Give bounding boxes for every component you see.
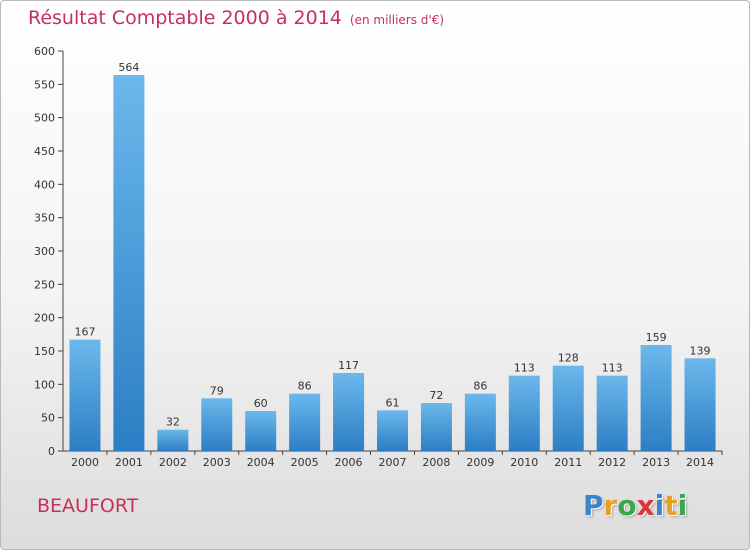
bar (289, 393, 321, 451)
bar (201, 398, 233, 451)
chart-subtitle: (en milliers d'€) (349, 13, 445, 27)
bar (377, 410, 408, 451)
proxiti-logo[interactable]: Proxiti (583, 489, 687, 522)
x-tick-label: 2001 (115, 456, 143, 469)
y-tick-label: 300 (34, 245, 55, 258)
bar-value-label: 86 (473, 380, 487, 393)
bar (684, 358, 716, 451)
bar (69, 339, 101, 451)
logo-letter: t (664, 489, 678, 522)
y-tick-label: 600 (34, 45, 55, 58)
logo-letter: x (636, 489, 655, 522)
x-tick-label: 2002 (159, 456, 187, 469)
logo-letter: r (603, 489, 618, 522)
bar-value-label: 72 (429, 389, 443, 402)
bar (113, 75, 145, 451)
bar (464, 393, 496, 451)
bar-value-label: 61 (386, 396, 400, 409)
bar-value-label: 79 (210, 384, 224, 397)
y-tick-label: 550 (34, 78, 55, 91)
x-tick-label: 2011 (554, 456, 582, 469)
logo-letter: o (617, 489, 637, 522)
y-tick-label: 200 (34, 312, 55, 325)
bar-value-label: 117 (338, 359, 359, 372)
bar-value-label: 86 (298, 380, 312, 393)
x-tick-label: 2014 (686, 456, 714, 469)
logo-letter: i (654, 489, 665, 522)
x-tick-label: 2004 (247, 456, 275, 469)
bar-value-label: 113 (514, 362, 535, 375)
bar-value-label: 32 (166, 416, 180, 429)
y-tick-label: 500 (34, 112, 55, 125)
y-tick-label: 100 (34, 378, 55, 391)
bar (245, 411, 277, 451)
bar-value-label: 128 (558, 352, 579, 365)
chart-title: Résultat Comptable 2000 à 2014 (en millie… (28, 7, 445, 29)
x-tick-label: 2006 (335, 456, 363, 469)
bar (596, 375, 628, 451)
x-tick-label: 2005 (291, 456, 319, 469)
y-tick-label: 0 (48, 445, 55, 458)
bar-value-label: 60 (254, 397, 268, 410)
y-tick-label: 150 (34, 345, 55, 358)
city-name: BEAUFORT (37, 495, 139, 517)
bar (552, 365, 584, 451)
y-axis: 0 50 100 150 200 250 300 350 400 450 500 550 600 (34, 45, 64, 458)
bars (69, 75, 716, 451)
bar (420, 403, 452, 451)
y-tick-label: 50 (41, 412, 55, 425)
y-tick-label: 450 (34, 145, 55, 158)
bar-value-label: 113 (602, 362, 623, 375)
x-tick-label: 2007 (379, 456, 407, 469)
x-tick-label: 2000 (71, 456, 99, 469)
bar-value-label: 139 (690, 344, 711, 357)
x-tick-label: 2008 (422, 456, 450, 469)
logo-letter: P (583, 489, 604, 522)
x-axis: 2000 2001 2002 2003 2004 2005 2006 2007 2008 2009… (63, 450, 723, 469)
bar (640, 345, 672, 451)
x-tick-label: 2009 (466, 456, 494, 469)
x-tick-label: 2010 (510, 456, 538, 469)
logo-letter: i (677, 489, 688, 522)
y-tick-label: 400 (34, 178, 55, 191)
y-tick-label: 350 (34, 212, 55, 225)
bar-value-label: 564 (118, 61, 139, 74)
x-tick-label: 2003 (203, 456, 231, 469)
x-tick-label: 2012 (598, 456, 626, 469)
bar (508, 375, 540, 451)
x-tick-label: 2013 (642, 456, 670, 469)
bar-value-label: 167 (74, 326, 95, 339)
bar (333, 373, 365, 451)
bar (157, 429, 189, 451)
bar-labels: 167 564 32 79 60 86 117 61 72 86 113 128 113 159 139 (74, 61, 710, 429)
bar-value-label: 159 (646, 331, 667, 344)
y-tick-label: 250 (34, 278, 55, 291)
